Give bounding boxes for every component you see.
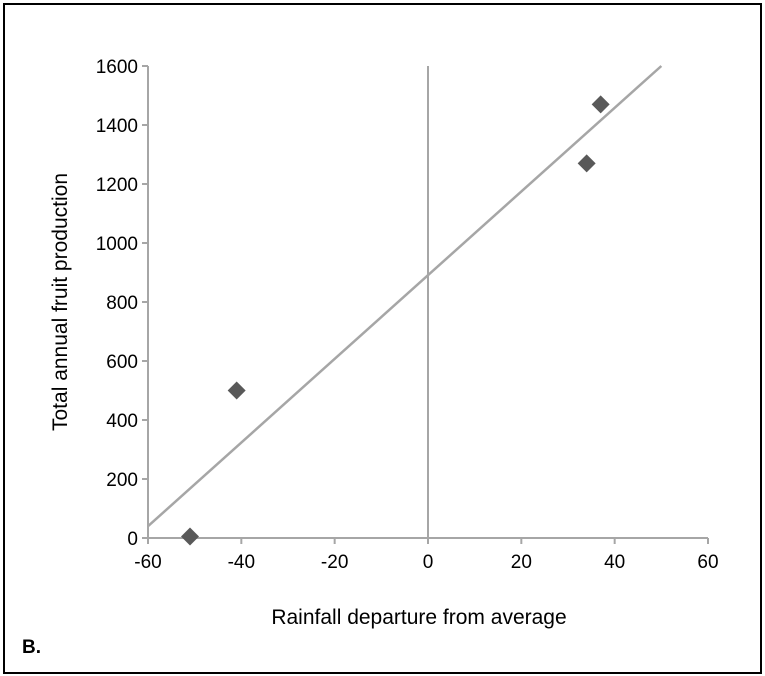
trendline: [147, 65, 663, 528]
y-tick-label: 1000: [96, 234, 138, 255]
y-tick-label: 600: [106, 352, 138, 373]
x-axis-title: Rainfall departure from average: [271, 606, 566, 629]
y-tick-label: 400: [106, 411, 138, 432]
y-tick-label: 1400: [96, 116, 138, 137]
data-point: [181, 527, 199, 546]
tick-labels-group: 0 200 400 600 800 1000 1200 1400 1600 -60 -40 -20 0 2…: [96, 57, 719, 573]
figure-frame: [3, 3, 762, 674]
y-tick-label: 800: [106, 293, 138, 314]
data-point: [591, 95, 610, 114]
y-axis-title: Total annual fruit production: [49, 173, 72, 431]
y-tick-label: 0: [127, 529, 138, 550]
y-tick-label: 1200: [96, 175, 138, 196]
axes-group: [142, 65, 709, 544]
y-tick-label: 1600: [96, 57, 138, 78]
x-tick-label: 40: [604, 552, 625, 573]
x-tick-label: -60: [134, 552, 161, 573]
points-group: [181, 95, 610, 546]
panel-label: B.: [22, 637, 41, 658]
x-tick-label: -20: [321, 552, 348, 573]
x-tick-label: -40: [228, 552, 255, 573]
data-point: [577, 154, 596, 173]
trendline-group: [147, 65, 663, 528]
x-tick-label: 60: [697, 552, 718, 573]
x-tick-label: 0: [423, 552, 434, 573]
y-tick-label: 200: [106, 470, 138, 491]
x-tick-label: 20: [511, 552, 532, 573]
data-point: [227, 381, 246, 400]
